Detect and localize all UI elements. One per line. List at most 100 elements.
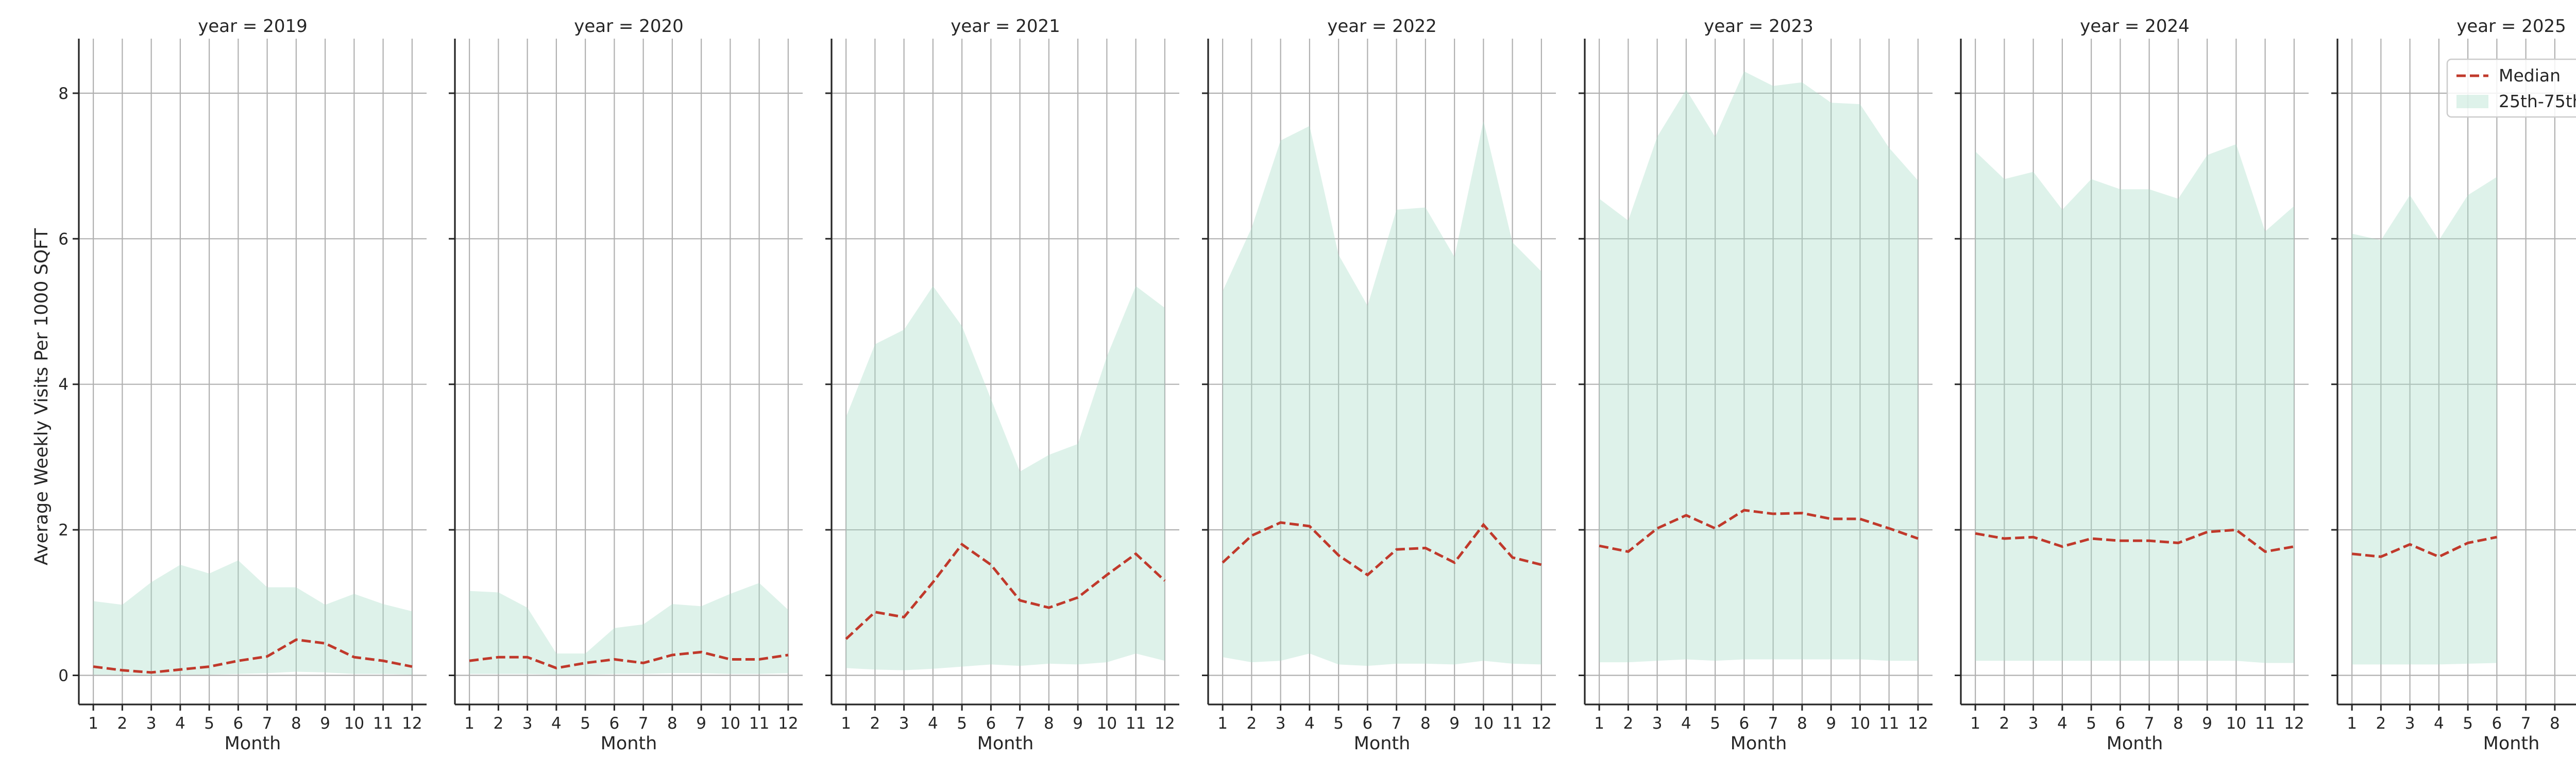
x-tick-label: 1 (1970, 714, 1980, 733)
x-tick-label: 5 (2463, 714, 2473, 733)
percentile-band (1975, 144, 2294, 663)
x-tick-label: 7 (1768, 714, 1778, 733)
x-tick-label: 8 (1420, 714, 1431, 733)
panel-title: year = 2022 (1327, 16, 1436, 37)
x-tick-label: 1 (464, 714, 474, 733)
x-tick-label: 11 (1502, 714, 1522, 733)
x-axis-title: Month (1731, 733, 1787, 754)
x-tick-label: 9 (1826, 714, 1836, 733)
x-tick-label: 2 (1247, 714, 1257, 733)
x-tick-label: 12 (1908, 714, 1928, 733)
x-tick-label: 1 (1217, 714, 1228, 733)
panel-title: year = 2023 (1704, 16, 1813, 37)
x-tick-label: 12 (778, 714, 798, 733)
median-line (2351, 535, 2497, 559)
x-tick-label: 4 (928, 714, 938, 733)
x-tick-label: 8 (291, 714, 301, 733)
x-tick-label: 9 (2202, 714, 2212, 733)
median-line (469, 650, 789, 669)
x-tick-label: 1 (2347, 714, 2357, 733)
legend: Median 25th-75th Percentile (2446, 58, 2576, 118)
x-tick-label: 11 (749, 714, 769, 733)
legend-band-swatch (2456, 95, 2488, 108)
x-tick-label: 8 (2173, 714, 2183, 733)
x-tick-label: 2 (117, 714, 128, 733)
x-tick-label: 3 (2028, 714, 2039, 733)
x-tick-label: 6 (1739, 714, 1750, 733)
x-tick-label: 9 (1449, 714, 1460, 733)
x-tick-label: 7 (2144, 714, 2155, 733)
panel-title: year = 2024 (2080, 16, 2189, 37)
x-tick-label: 3 (146, 714, 157, 733)
panel-title: year = 2020 (574, 16, 683, 37)
x-tick-label: 12 (402, 714, 422, 733)
x-tick-label: 9 (696, 714, 706, 733)
x-tick-label: 10 (1850, 714, 1870, 733)
legend-label: 25th-75th Percentile (2499, 91, 2576, 111)
y-tick-label: 0 (58, 667, 69, 685)
x-tick-label: 1 (1594, 714, 1604, 733)
y-tick-label: 6 (58, 230, 69, 248)
x-tick-label: 12 (2284, 714, 2304, 733)
median-line (1222, 521, 1542, 577)
x-tick-label: 6 (986, 714, 996, 733)
percentile-band (1599, 71, 1918, 663)
x-tick-label: 12 (1531, 714, 1551, 733)
x-tick-label: 11 (2255, 714, 2275, 733)
x-tick-label: 5 (957, 714, 967, 733)
x-tick-label: 7 (2521, 714, 2531, 733)
percentile-band (2352, 177, 2497, 665)
median-line (845, 542, 1166, 640)
y-tick-label: 8 (58, 85, 69, 103)
x-tick-label: 2 (494, 714, 504, 733)
x-axis-title: Month (2107, 733, 2163, 754)
x-tick-label: 11 (1126, 714, 1146, 733)
x-tick-label: 8 (2550, 714, 2560, 733)
x-tick-label: 4 (1681, 714, 1691, 733)
x-axis-title: Month (977, 733, 1034, 754)
median-line (1975, 528, 2295, 553)
x-tick-label: 7 (1392, 714, 1402, 733)
x-axis-title: Month (2483, 733, 2540, 754)
x-tick-label: 4 (1304, 714, 1315, 733)
x-tick-label: 3 (899, 714, 909, 733)
panel-title: year = 2025 (2456, 16, 2566, 37)
x-tick-label: 6 (2492, 714, 2502, 733)
x-tick-label: 5 (1333, 714, 1344, 733)
percentile-band (1223, 121, 1541, 666)
x-tick-label: 10 (1473, 714, 1494, 733)
x-tick-label: 6 (233, 714, 244, 733)
legend-box (2446, 58, 2576, 118)
x-tick-label: 6 (1363, 714, 1373, 733)
x-axis-title: Month (601, 733, 657, 754)
median-line (1599, 509, 1919, 553)
x-tick-label: 5 (2086, 714, 2096, 733)
x-tick-label: 7 (1015, 714, 1025, 733)
x-tick-label: 3 (1276, 714, 1286, 733)
x-tick-label: 7 (262, 714, 273, 733)
x-tick-label: 8 (1797, 714, 1807, 733)
x-tick-label: 6 (2115, 714, 2126, 733)
x-tick-label: 2 (1999, 714, 2010, 733)
x-tick-label: 4 (551, 714, 562, 733)
x-tick-label: 8 (667, 714, 677, 733)
x-axis-title: Month (1354, 733, 1411, 754)
y-tick-label: 2 (58, 521, 69, 540)
panel-title: year = 2021 (951, 16, 1060, 37)
x-tick-label: 7 (638, 714, 649, 733)
x-tick-label: 4 (2434, 714, 2444, 733)
legend-label: Median (2499, 65, 2561, 86)
x-tick-label: 3 (1652, 714, 1663, 733)
x-tick-label: 10 (344, 714, 364, 733)
x-tick-label: 3 (522, 714, 533, 733)
x-tick-label: 5 (204, 714, 214, 733)
x-tick-label: 9 (320, 714, 330, 733)
y-tick-label: 4 (58, 376, 69, 394)
x-tick-label: 1 (841, 714, 851, 733)
